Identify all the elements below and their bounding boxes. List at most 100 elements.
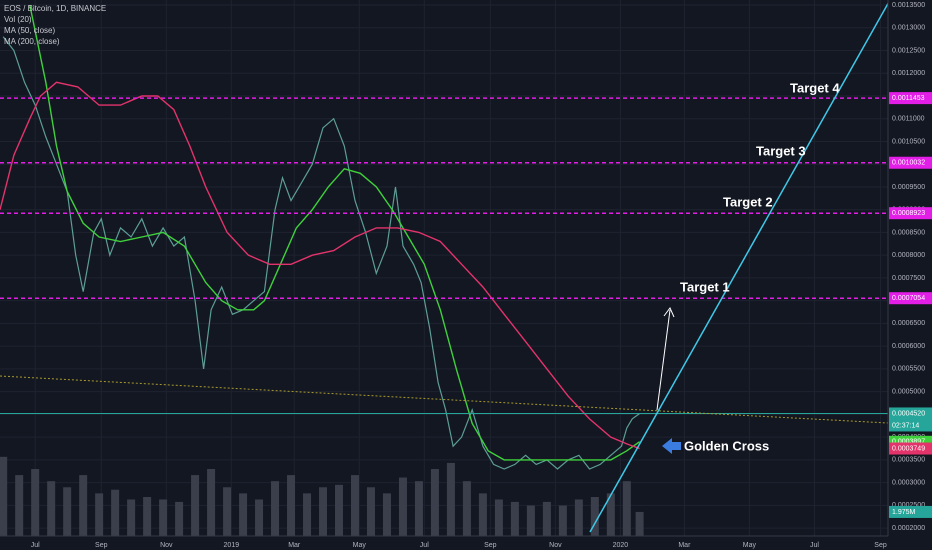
price-label-box — [889, 442, 932, 455]
y-tick-label: 0.0005000 — [892, 388, 925, 395]
x-tick-label: 2019 — [224, 542, 240, 549]
volume-bar — [63, 487, 72, 536]
y-tick-label: 0.0013500 — [892, 2, 925, 9]
x-tick-label: 2020 — [613, 542, 629, 549]
volume-bar — [303, 493, 312, 536]
target-label: Target 1 — [680, 279, 730, 294]
price-label: 0.0003897 — [892, 439, 925, 446]
volume-bar — [15, 475, 24, 536]
volume-bar — [494, 499, 503, 536]
x-tick-label: Sep — [484, 542, 497, 549]
volume-bar — [143, 497, 152, 536]
x-tick-label: Nov — [549, 542, 562, 549]
volume-bar — [207, 469, 216, 536]
y-tick-label: 0.0007500 — [892, 275, 925, 282]
legend-entry: EOS / Bitcoin, 1D, BINANCE — [4, 4, 106, 13]
volume-bar — [478, 493, 487, 536]
arrow-head — [663, 307, 675, 318]
y-tick-label: 0.0006500 — [892, 320, 925, 327]
y-tick-label: 0.0011000 — [892, 116, 925, 123]
legend-entry: Vol (20) — [4, 15, 32, 24]
price-label: 0.0010032 — [892, 160, 925, 167]
volume-bar — [334, 484, 343, 536]
volume-bar — [366, 487, 375, 536]
volume-bar — [47, 481, 56, 536]
annotation: Golden Cross — [684, 438, 769, 453]
volume-bar — [79, 475, 88, 536]
x-tick-label: Mar — [678, 542, 691, 549]
series-line — [0, 81, 640, 450]
countdown: 02:37:14 — [892, 422, 919, 429]
price-label: 0.0008923 — [892, 210, 925, 217]
y-tick-label: 0.0009500 — [892, 184, 925, 191]
volume-bar — [526, 505, 535, 536]
price-label: 0.0004520 — [892, 410, 925, 417]
volume-bar — [0, 456, 8, 536]
price-label-box — [889, 407, 932, 432]
volume-bar — [414, 481, 423, 536]
volume-bar — [95, 493, 104, 536]
target-label: Target 4 — [790, 80, 840, 95]
volume-bar — [622, 481, 631, 536]
trend-line — [589, 0, 891, 533]
x-tick-label: May — [353, 542, 367, 549]
volume-bar — [558, 505, 567, 536]
volume-bar — [255, 499, 264, 536]
price-label-box — [889, 207, 932, 220]
volume-bar — [191, 475, 200, 536]
volume-bar — [462, 481, 471, 536]
x-tick-label: Jul — [810, 542, 819, 549]
x-tick-label: Mar — [288, 542, 301, 549]
plot — [0, 4, 888, 470]
y-tick-label: 0.0002000 — [892, 525, 925, 532]
price-label: 0.0003749 — [892, 445, 925, 452]
volume-bar — [223, 487, 232, 536]
legend: EOS / Bitcoin, 1D, BINANCE Vol (20) MA (50… — [4, 4, 106, 46]
volume-bar — [287, 475, 296, 536]
volume-label: 1.975M — [892, 509, 916, 516]
volume-bar — [127, 499, 136, 536]
target-label: Target 2 — [723, 194, 773, 209]
y-tick-label: 0.0003500 — [892, 457, 925, 464]
volume-pane — [0, 456, 644, 536]
volume-bar — [175, 501, 184, 536]
x-tick-label: Nov — [160, 542, 173, 549]
volume-bar — [635, 511, 644, 536]
y-tick-label: 0.0002500 — [892, 502, 925, 509]
x-tick-label: Sep — [95, 542, 108, 549]
legend-entry: MA (200, close) — [4, 37, 60, 46]
volume-bar — [542, 501, 551, 536]
y-tick-label: 0.0003000 — [892, 479, 925, 486]
volume-bar — [111, 489, 120, 536]
volume-bar — [510, 501, 519, 536]
x-tick-label: Jul — [420, 542, 429, 549]
volume-bar — [239, 493, 248, 536]
y-tick-label: 0.0008500 — [892, 229, 925, 236]
y-tick-label: 0.0012500 — [892, 47, 925, 54]
y-tick-label: 0.0012000 — [892, 70, 925, 77]
x-tick-label: Jul — [31, 542, 40, 549]
trend-line — [0, 375, 889, 424]
y-tick-label: 0.0008000 — [892, 252, 925, 259]
x-tick-label: Sep — [874, 542, 887, 549]
volume-bar — [398, 477, 407, 536]
volume-bar — [31, 469, 40, 536]
y-tick-label: 0.0006000 — [892, 343, 925, 350]
price-label-box — [889, 292, 932, 305]
y-tick-label: 0.0010500 — [892, 138, 925, 145]
arrow — [656, 309, 671, 411]
volume-bar — [590, 497, 599, 536]
volume-bar — [382, 493, 391, 536]
volume-bar — [271, 481, 280, 536]
price-label: 0.0011453 — [892, 95, 925, 102]
x-tick-label: May — [743, 542, 757, 549]
series-line — [2, 36, 640, 470]
price-label: 0.0007054 — [892, 295, 925, 302]
volume-bar — [159, 499, 168, 536]
arrow-icon — [662, 438, 681, 454]
volume-bar — [446, 462, 455, 536]
axis-labels: 0.0002000 0.0002500 0.0003000 0.0003500 0.00… — [31, 2, 932, 549]
volume-label-box — [889, 505, 932, 518]
price-label-box — [889, 92, 932, 105]
